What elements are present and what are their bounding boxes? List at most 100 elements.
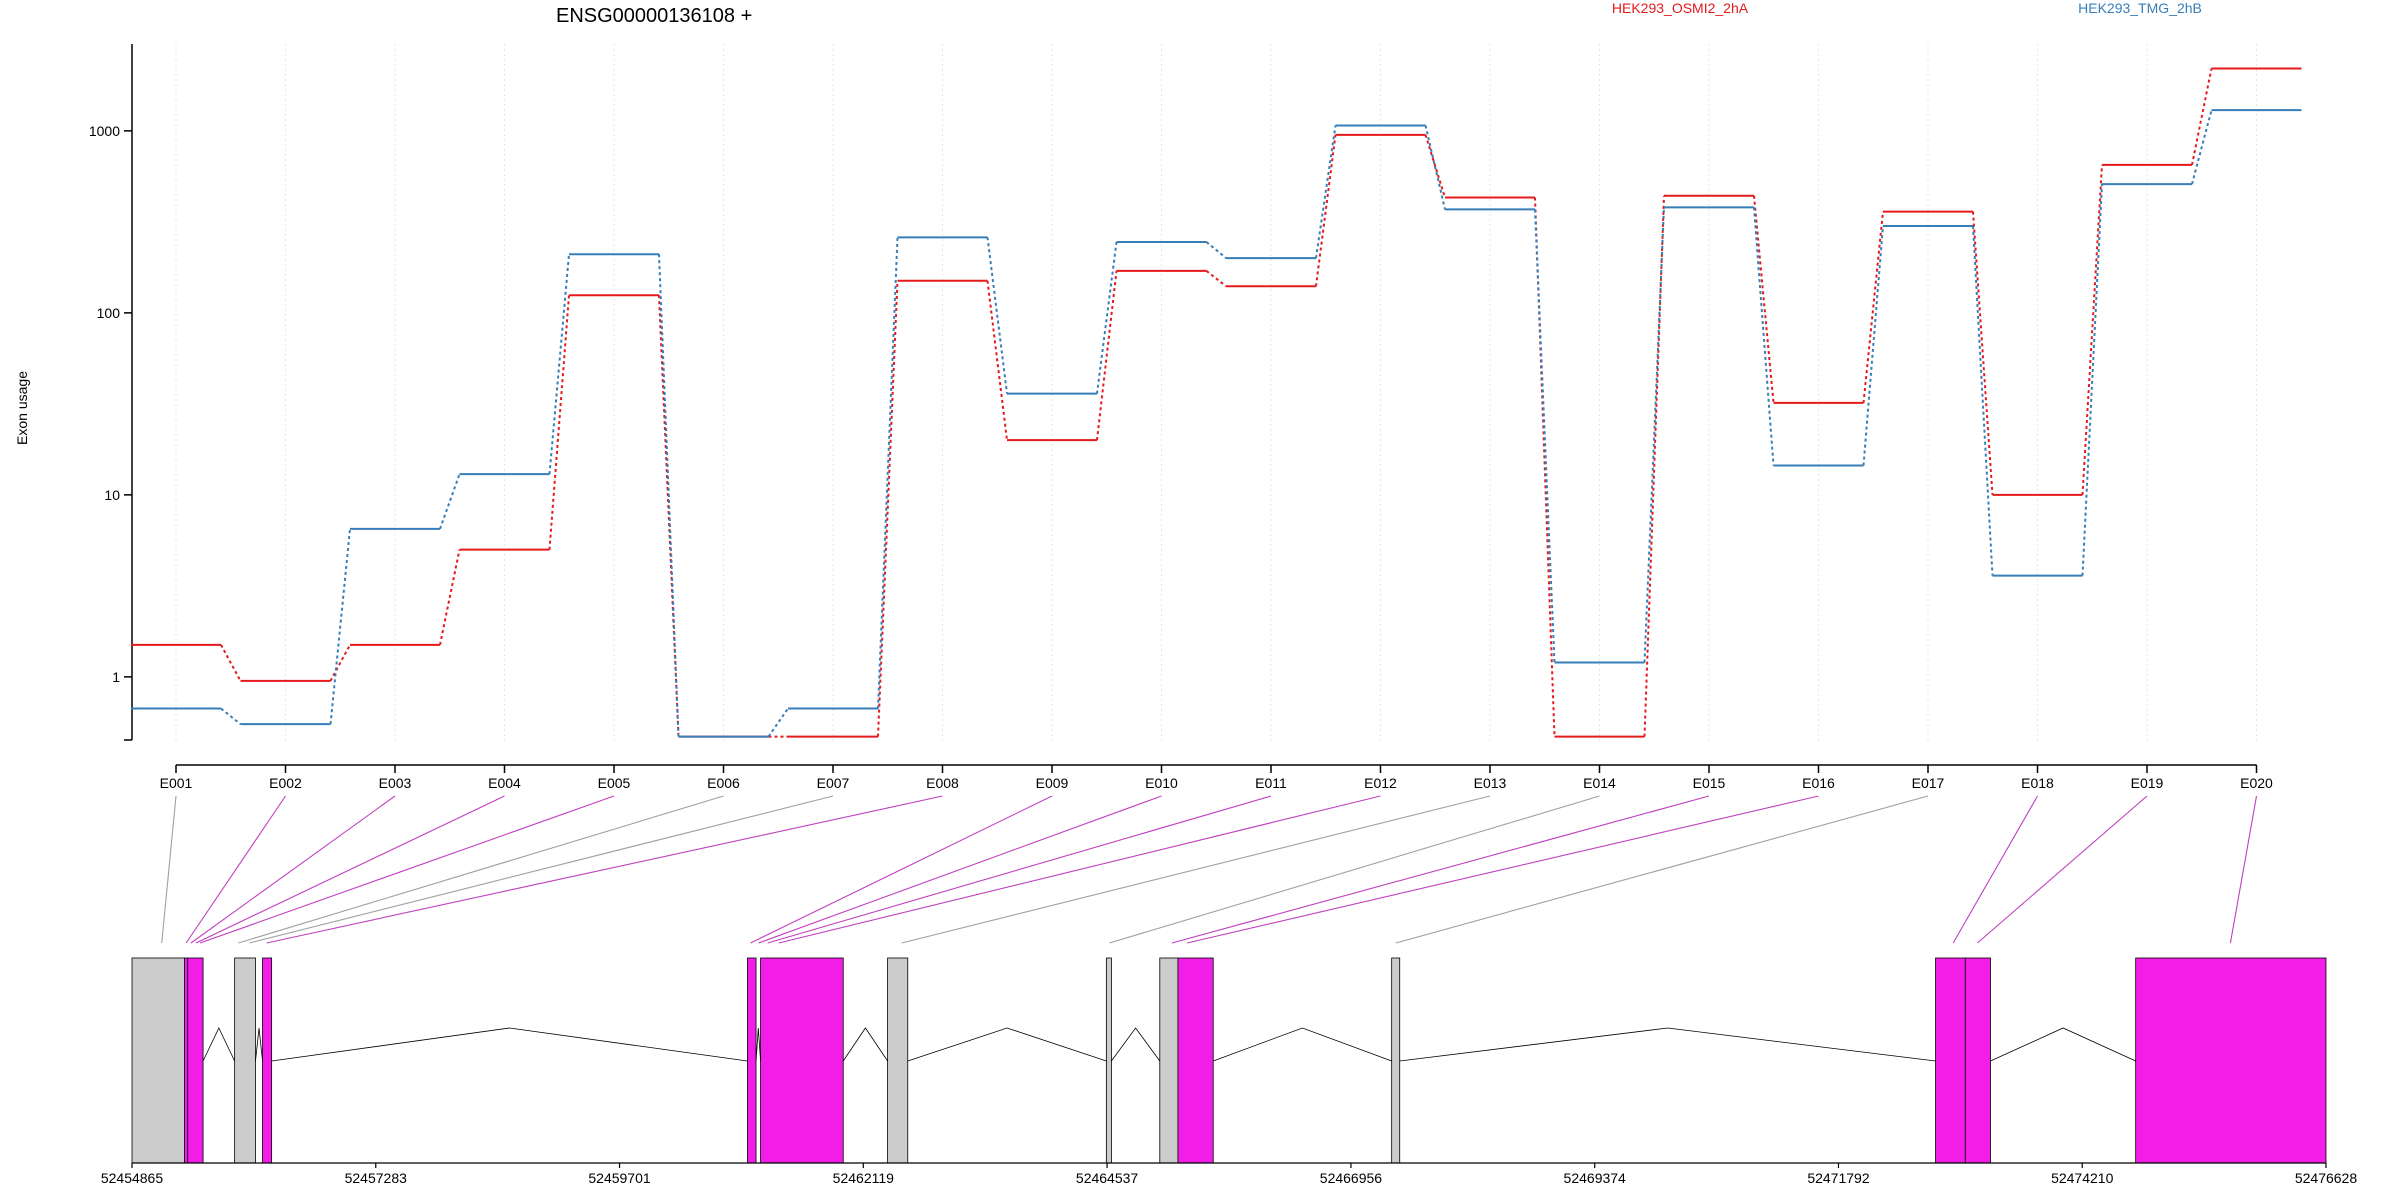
intron-line bbox=[1990, 1027, 2136, 1062]
exon-block bbox=[262, 957, 273, 1164]
series-connector bbox=[1096, 270, 1118, 441]
series-connector bbox=[1205, 241, 1227, 259]
exon-block bbox=[887, 957, 909, 1164]
exon-block bbox=[131, 957, 185, 1164]
y-tick-label: 1 bbox=[112, 669, 120, 685]
series-connector bbox=[1862, 211, 1884, 404]
exon-connector bbox=[1952, 795, 2038, 944]
exon-block bbox=[1964, 957, 1991, 1164]
x-tick-label: E003 bbox=[379, 775, 412, 791]
intron-line bbox=[271, 1027, 748, 1062]
gene-model: 52454865 52457283 52459701 52462119 52464537… bbox=[101, 957, 2358, 1186]
x-tick-label: E008 bbox=[926, 775, 959, 791]
exon-connector bbox=[767, 795, 1272, 944]
exon-block bbox=[1391, 957, 1401, 1164]
series-connector bbox=[1424, 134, 1446, 198]
x-tick-label: E002 bbox=[269, 775, 302, 791]
exon-connector bbox=[758, 795, 1162, 944]
x-tick-label: E005 bbox=[598, 775, 631, 791]
series-connector bbox=[220, 644, 242, 682]
genomic-tick-label: 52454865 bbox=[101, 1170, 164, 1186]
y-tick-label: 1000 bbox=[89, 123, 120, 139]
exon-connector bbox=[778, 795, 1381, 944]
exon-connector bbox=[750, 795, 1053, 944]
intron-line bbox=[255, 1027, 263, 1062]
legend-entry: HEK293_TMG_2hB bbox=[2078, 0, 2202, 16]
x-tick-label: E006 bbox=[707, 775, 740, 791]
x-tick-label: E019 bbox=[2131, 775, 2164, 791]
series-connector bbox=[548, 254, 570, 475]
x-tick-label: E009 bbox=[1036, 775, 1069, 791]
series-connector bbox=[1753, 207, 1775, 466]
x-tick-label: E015 bbox=[1693, 775, 1726, 791]
series-connector bbox=[439, 473, 461, 530]
intron-line bbox=[202, 1027, 235, 1062]
exon-block bbox=[1159, 957, 1179, 1164]
exon-connector bbox=[199, 795, 615, 944]
series-connector bbox=[1643, 207, 1665, 663]
series-connector bbox=[1205, 270, 1227, 288]
intron-line bbox=[1213, 1027, 1392, 1062]
exon-connector bbox=[185, 795, 286, 944]
series-connector bbox=[2191, 68, 2213, 166]
genomic-tick-label: 52466956 bbox=[1320, 1170, 1383, 1186]
legend: HEK293_OSMI2_2hA HEK293_TMG_2hB bbox=[1612, 0, 2202, 16]
exon-connector bbox=[190, 795, 396, 944]
series-connector bbox=[2081, 164, 2103, 495]
intron-line bbox=[755, 1027, 761, 1062]
series-connector bbox=[658, 254, 680, 737]
vertical-grid bbox=[175, 44, 2257, 742]
intron-line bbox=[1399, 1027, 1936, 1062]
series-connector bbox=[1753, 195, 1775, 404]
series-connector bbox=[2081, 184, 2103, 576]
series-lines bbox=[131, 67, 2302, 738]
exon-block bbox=[1177, 957, 1214, 1164]
intron-line bbox=[907, 1027, 1107, 1062]
series-connector bbox=[877, 280, 899, 737]
exon-block bbox=[747, 957, 757, 1164]
intron-line bbox=[1111, 1027, 1161, 1062]
exon-connector bbox=[161, 795, 177, 944]
series-connector bbox=[877, 237, 899, 709]
x-tick-label: E014 bbox=[1583, 775, 1616, 791]
series-connector bbox=[1972, 211, 1994, 495]
x-tick-label: E018 bbox=[2021, 775, 2054, 791]
genomic-tick-label: 52469374 bbox=[1564, 1170, 1627, 1186]
series-connector bbox=[329, 528, 351, 725]
exon-connector bbox=[238, 795, 724, 944]
genomic-tick-label: 52459701 bbox=[588, 1170, 651, 1186]
series-connector bbox=[986, 237, 1008, 394]
series-connector bbox=[220, 707, 242, 725]
exon-block bbox=[184, 957, 189, 1164]
x-tick-label: E011 bbox=[1255, 775, 1287, 791]
exon-connector bbox=[901, 795, 1491, 944]
series-connector bbox=[1315, 125, 1337, 259]
y-axis-label: Exon usage bbox=[14, 371, 30, 445]
series-connector bbox=[1096, 241, 1118, 394]
exon-block bbox=[760, 957, 844, 1164]
series-connector bbox=[1643, 195, 1665, 737]
x-tick-label: E001 bbox=[160, 775, 193, 791]
exon-connector bbox=[249, 795, 834, 944]
x-tick-label: E010 bbox=[1145, 775, 1178, 791]
exon-block bbox=[1105, 957, 1112, 1164]
series-connector bbox=[1315, 134, 1337, 287]
exon-connector bbox=[1395, 795, 1929, 944]
exon-block bbox=[1935, 957, 1966, 1164]
exon-connector-lines bbox=[161, 795, 2258, 944]
x-tick-label: E004 bbox=[488, 775, 521, 791]
series-connector bbox=[1862, 225, 1884, 466]
exon-connector bbox=[1171, 795, 1710, 944]
series-connector bbox=[2191, 109, 2213, 185]
series-connector bbox=[986, 280, 1008, 441]
legend-entry: HEK293_OSMI2_2hA bbox=[1612, 0, 1749, 16]
genomic-tick-label: 52474210 bbox=[2051, 1170, 2114, 1186]
exon-connector bbox=[1186, 795, 1819, 944]
chart-title: ENSG00000136108 + bbox=[556, 5, 752, 27]
intron-line bbox=[842, 1027, 888, 1062]
series-connector bbox=[548, 295, 570, 550]
genomic-tick-label: 52471792 bbox=[1807, 1170, 1870, 1186]
exon-connector bbox=[1977, 795, 2148, 944]
genomic-tick-label: 52476628 bbox=[2295, 1170, 2358, 1186]
